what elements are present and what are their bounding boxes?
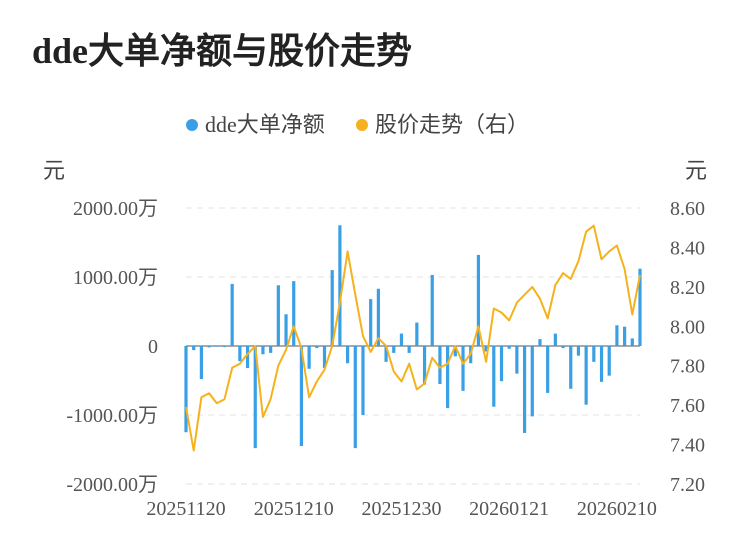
dde-bar bbox=[192, 346, 196, 351]
dde-bar bbox=[230, 283, 234, 346]
dde-bar bbox=[384, 346, 388, 362]
x-tick-label: 20251230 bbox=[361, 498, 441, 520]
dde-bar bbox=[607, 346, 611, 376]
dde-bar bbox=[553, 333, 557, 346]
legend-marker-bars bbox=[186, 119, 198, 131]
right-tick-label: 8.40 bbox=[670, 237, 705, 259]
dde-bar bbox=[561, 346, 565, 349]
dde-bar bbox=[353, 346, 357, 449]
dde-bar bbox=[207, 346, 211, 348]
dde-bar bbox=[276, 285, 280, 346]
right-tick-label: 8.20 bbox=[670, 277, 705, 299]
line-series bbox=[185, 224, 641, 452]
dde-bar bbox=[476, 254, 481, 346]
dde-bar bbox=[446, 346, 450, 409]
x-tick-label: 20251210 bbox=[254, 498, 334, 520]
dde-bar bbox=[515, 346, 519, 374]
dde-bar bbox=[299, 346, 304, 447]
dde-bar bbox=[392, 346, 396, 353]
dde-bar bbox=[599, 346, 604, 382]
left-tick-label: -1000.00万 bbox=[66, 405, 158, 427]
dde-bar bbox=[638, 268, 642, 346]
right-axis-unit: 元 bbox=[685, 158, 707, 183]
x-tick-label: 20260121 bbox=[469, 498, 549, 520]
dde-bar bbox=[415, 322, 419, 346]
price-line bbox=[185, 224, 641, 452]
dde-bar bbox=[238, 346, 242, 362]
dde-bar bbox=[361, 346, 365, 415]
dde-bar bbox=[522, 346, 527, 433]
dde-bar bbox=[345, 346, 350, 364]
dde-bar bbox=[538, 339, 542, 346]
dde-bar bbox=[461, 346, 465, 391]
dde-bar bbox=[422, 346, 427, 385]
dde-bar bbox=[322, 346, 327, 369]
dde-bar bbox=[315, 346, 319, 349]
dde-bar bbox=[338, 225, 342, 346]
dde-bar bbox=[507, 346, 511, 349]
x-tick-label: 20260210 bbox=[577, 498, 657, 520]
dde-bar bbox=[199, 346, 203, 380]
legend-marker-line bbox=[356, 119, 368, 131]
dde-bar bbox=[630, 338, 634, 346]
dde-bar bbox=[222, 346, 227, 348]
dde-bar bbox=[569, 346, 573, 389]
dde-bar bbox=[307, 346, 311, 369]
dde-bar bbox=[292, 281, 296, 346]
dde-bar bbox=[438, 346, 442, 384]
dde-bar bbox=[269, 346, 273, 353]
axes: 元 元 2000.00万 1000.00万 0 -1000.00万 -2000.00万 8… bbox=[43, 158, 707, 520]
right-tick-label: 8.00 bbox=[670, 316, 705, 338]
left-tick-label: 2000.00万 bbox=[73, 198, 158, 220]
dde-bar bbox=[492, 346, 496, 407]
left-tick-label: -2000.00万 bbox=[66, 474, 158, 496]
left-axis-unit: 元 bbox=[43, 158, 65, 183]
bar-series bbox=[184, 225, 642, 449]
dde-bar bbox=[399, 333, 404, 346]
dde-bar bbox=[430, 274, 434, 346]
dde-bar bbox=[584, 346, 588, 405]
right-tick-label: 7.80 bbox=[670, 356, 705, 378]
right-tick-label: 7.20 bbox=[670, 474, 705, 496]
dde-bar bbox=[623, 326, 627, 346]
dde-bar bbox=[184, 346, 188, 433]
dde-bar bbox=[253, 346, 257, 449]
dde-bar bbox=[245, 346, 250, 369]
left-tick-label: 1000.00万 bbox=[73, 267, 158, 289]
dde-bar bbox=[546, 346, 550, 393]
dde-bar bbox=[215, 346, 219, 347]
legend: dde大单净额 股价走势（右） bbox=[186, 112, 529, 137]
dde-bar bbox=[484, 346, 488, 352]
page-title: dde大单净额与股价走势 bbox=[32, 31, 413, 71]
dde-bar bbox=[530, 346, 534, 417]
dde-bar bbox=[453, 346, 457, 357]
left-tick-label: 0 bbox=[148, 336, 158, 358]
dde-bar bbox=[261, 346, 265, 355]
dde-bar bbox=[376, 288, 380, 346]
dde-bar bbox=[592, 346, 596, 362]
right-tick-label: 7.60 bbox=[670, 395, 705, 417]
right-tick-label: 7.40 bbox=[670, 435, 705, 457]
dde-bar bbox=[615, 325, 619, 346]
legend-label-line: 股价走势（右） bbox=[375, 112, 529, 137]
dde-bar bbox=[407, 346, 411, 353]
dde-bar bbox=[369, 299, 373, 346]
dde-bar bbox=[284, 314, 288, 346]
x-tick-label: 20251120 bbox=[146, 498, 225, 520]
dde-bar bbox=[330, 270, 334, 346]
legend-label-bars: dde大单净额 bbox=[205, 112, 325, 137]
right-tick-label: 8.60 bbox=[670, 198, 705, 220]
dde-bar bbox=[499, 346, 504, 382]
dde-bar bbox=[576, 346, 581, 356]
